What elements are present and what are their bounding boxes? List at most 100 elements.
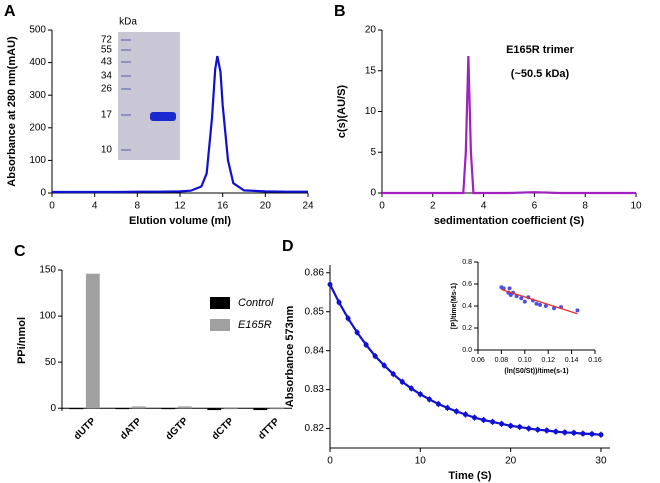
data-point [417, 391, 423, 397]
data-point [517, 424, 523, 430]
y-tick-label: 0 [50, 403, 56, 414]
annotation: E165R trimer [506, 44, 575, 56]
data-point [499, 421, 505, 427]
data-point [589, 431, 595, 437]
y-tick-label: 0.84 [305, 345, 325, 356]
y-tick-label: 300 [29, 90, 46, 101]
x-tick-label: 0.08 [495, 357, 509, 364]
gel-marker-label: 17 [101, 110, 113, 121]
gel-marker-label: 43 [101, 57, 113, 68]
x-tick-label: dGTP [164, 416, 191, 443]
data-point [363, 342, 369, 348]
x-tick-label: dCTP [210, 416, 236, 442]
bar [131, 406, 146, 409]
bar [269, 408, 284, 410]
y-tick-label: 0.86 [305, 267, 325, 278]
x-tick-label: 0 [379, 201, 385, 212]
gel-unit: kDa [119, 17, 137, 28]
data-line [52, 55, 308, 194]
y-tick-label: 0.2 [462, 325, 472, 332]
data-point [381, 362, 387, 368]
data-point [462, 412, 468, 418]
x-tick-label: 8 [582, 201, 588, 212]
gel-marker-label: 55 [101, 45, 113, 56]
bar [207, 408, 222, 411]
y-tick-label: 150 [39, 265, 56, 276]
x-tick-label: 16 [217, 201, 229, 212]
y-tick-label: 0.82 [305, 423, 325, 434]
x-tick-label: 20 [505, 456, 517, 467]
data-point [472, 415, 478, 421]
annotation: (~50.5 kDa) [511, 68, 570, 80]
bar [161, 408, 176, 410]
data-point [507, 286, 512, 291]
x-tick-label: 10 [415, 456, 427, 467]
panel-label: A [4, 3, 16, 20]
data-point [399, 379, 405, 385]
y-tick-label: 20 [365, 25, 377, 36]
data-point [580, 431, 586, 437]
legend-swatch [210, 319, 230, 331]
y-tick-label: 0.8 [462, 259, 472, 266]
x-tick-label: dATP [118, 416, 144, 442]
y-tick-label: 400 [29, 57, 46, 68]
y-axis-label: Absorbance at 280 nm(mAU) [6, 36, 18, 187]
x-tick-label: 24 [302, 201, 314, 212]
y-axis-label: c(s)(AU/S) [336, 85, 348, 139]
y-tick-label: 0.0 [462, 347, 472, 354]
data-point [336, 299, 342, 305]
y-tick-label: 0 [370, 188, 376, 199]
x-axis-label: (ln(S0/St))/time(s-1) [504, 368, 568, 375]
x-tick-label: 20 [260, 201, 272, 212]
data-point [553, 429, 559, 435]
data-point [453, 408, 459, 414]
bar [177, 406, 192, 409]
y-tick-label: 100 [39, 311, 56, 322]
panel-label: C [14, 243, 26, 260]
data-point [571, 430, 577, 436]
y-tick-label: 0.85 [305, 306, 325, 317]
data-point [390, 371, 396, 377]
x-tick-label: dTTP [256, 416, 282, 442]
data-point [519, 296, 524, 301]
x-tick-label: dUTP [72, 416, 98, 442]
x-tick-label: 0.14 [565, 357, 579, 364]
gel-marker-label: 10 [101, 145, 113, 156]
x-tick-label: 10 [630, 201, 642, 212]
y-tick-label: 0 [40, 188, 46, 199]
panel-label: B [334, 3, 346, 20]
y-tick-label: 0.83 [305, 384, 325, 395]
x-tick-label: 0.16 [588, 357, 602, 364]
x-tick-label: 0.10 [518, 357, 532, 364]
x-tick-label: 4 [481, 201, 487, 212]
x-tick-label: 8 [135, 201, 141, 212]
y-axis-label: Absorbance 573nm [284, 306, 296, 408]
data-point [354, 329, 360, 335]
bar [253, 408, 268, 411]
x-tick-label: 0.06 [471, 357, 485, 364]
data-point [534, 301, 539, 306]
y-tick-label: 10 [365, 106, 377, 117]
y-axis-label: PPi/nmol [16, 317, 28, 364]
data-point [526, 426, 532, 432]
x-tick-label: 12 [174, 201, 186, 212]
data-point [435, 401, 441, 407]
data-point [535, 427, 541, 433]
legend-swatch [210, 297, 230, 309]
x-tick-label: 2 [430, 201, 436, 212]
x-axis-label: Elution volume (ml) [129, 215, 231, 227]
x-axis-label: sedimentation coefficient (S) [434, 215, 585, 227]
x-tick-label: 30 [595, 456, 607, 467]
bar [69, 408, 84, 410]
fit-line [501, 288, 578, 315]
data-point [598, 432, 604, 438]
data-point [508, 423, 514, 429]
bar [115, 408, 130, 410]
y-tick-label: 5 [370, 147, 376, 158]
x-tick-label: 4 [92, 201, 98, 212]
data-point [372, 353, 378, 359]
gel-marker-label: 34 [101, 71, 113, 82]
x-tick-label: 0 [327, 456, 333, 467]
data-point [345, 315, 351, 321]
data-point [522, 299, 527, 304]
